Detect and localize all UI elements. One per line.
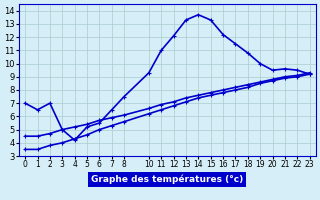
X-axis label: Graphe des températures (°c): Graphe des températures (°c) xyxy=(91,175,244,184)
